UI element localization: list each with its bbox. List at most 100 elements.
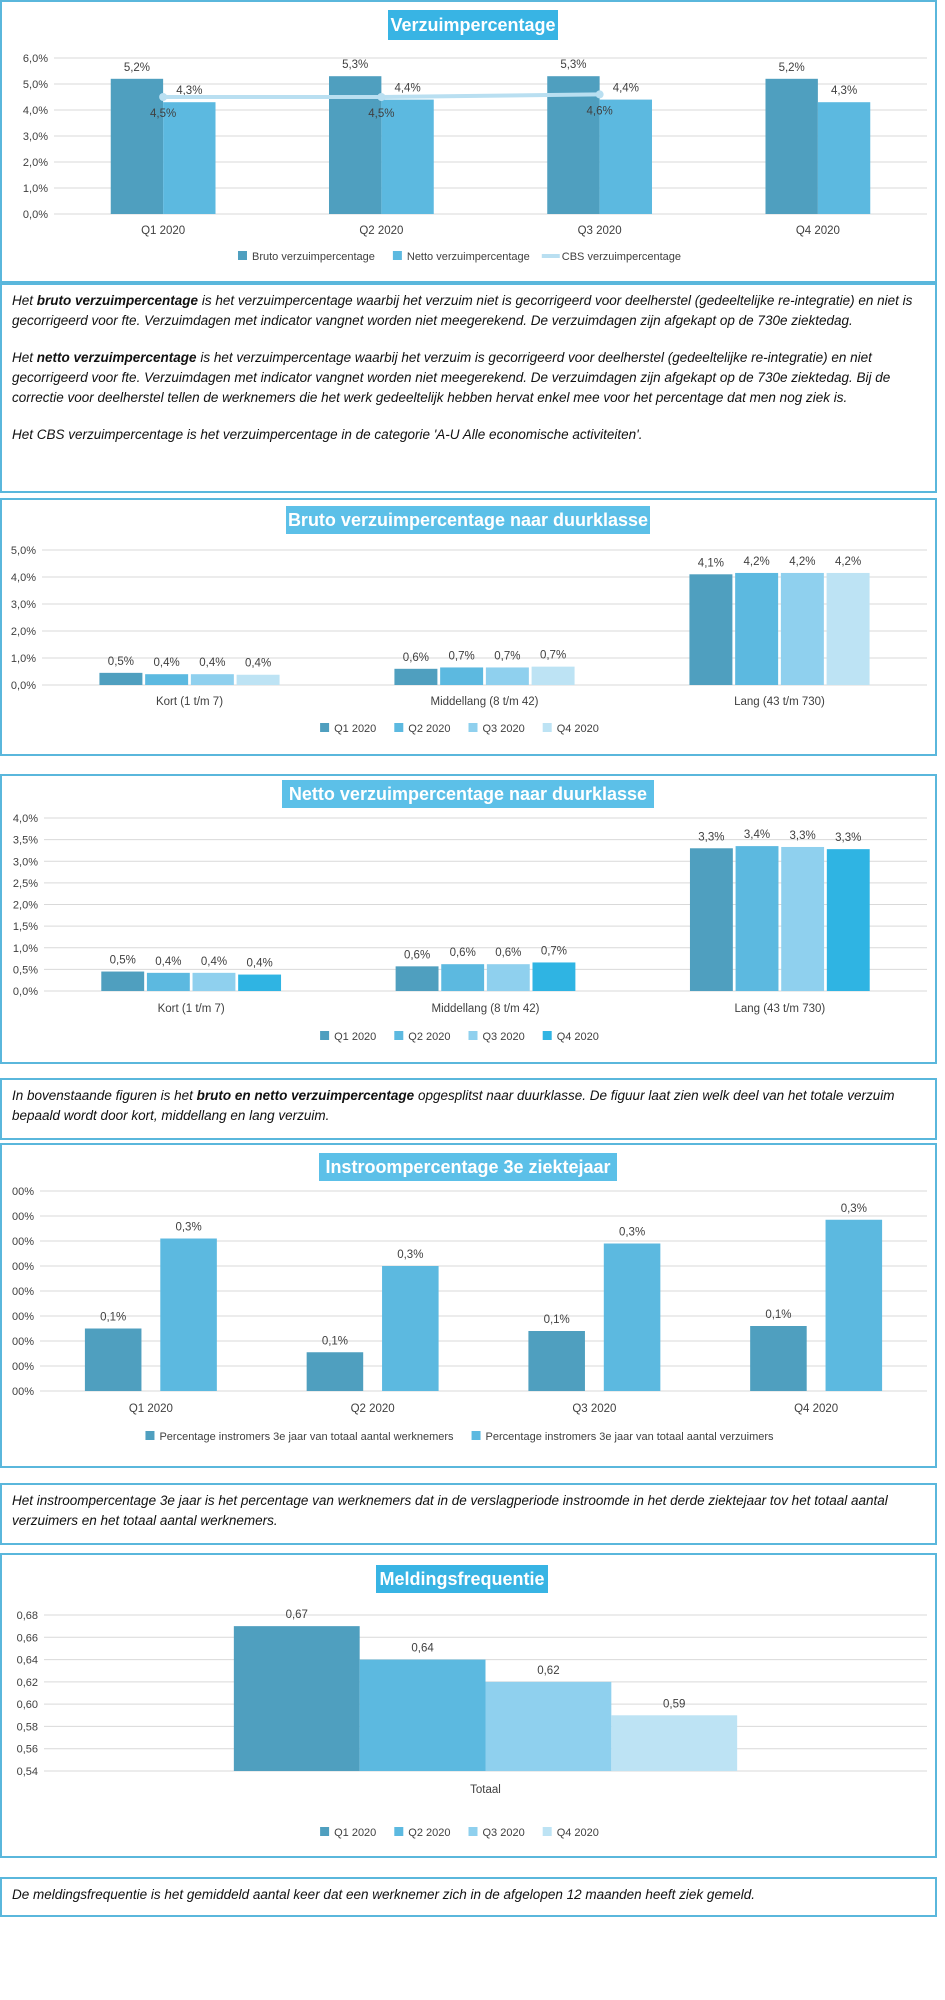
x-category-label: Q2 2020 <box>359 225 403 237</box>
legend-swatch <box>394 1827 404 1836</box>
bar <box>689 848 733 991</box>
chart-instroom: Instroompercentage 3e ziektejaar 00% 00% 00… <box>12 1153 927 1443</box>
data-label: 5,3% <box>342 59 368 71</box>
line-point <box>377 93 386 101</box>
chart-title: Netto verzuimpercentage naar duurklasse <box>289 784 647 804</box>
duurklasse-text-panel: In bovenstaande figuren is het bruto en … <box>0 1078 937 1140</box>
legend-label: Q4 2020 <box>557 1031 599 1043</box>
instroom-text-panel: Het instroompercentage 3e jaar is het pe… <box>0 1483 937 1545</box>
legend-label: Q2 2020 <box>408 1031 450 1043</box>
bar <box>233 1626 360 1771</box>
chart-title: Verzuimpercentage <box>390 15 555 35</box>
legend-label: Q1 2020 <box>334 1827 376 1839</box>
y-tick-label: 5,0% <box>23 79 48 91</box>
data-label: 0,62 <box>537 1665 559 1677</box>
chart-melding: Meldingsfrequentie 0,54 0,56 0,58 0,60 0,62 0,… <box>17 1565 927 1839</box>
chart-panel-melding: Meldingsfrequentie 0,54 0,56 0,58 0,60 0,62 0,… <box>0 1553 937 1858</box>
bar <box>236 674 280 685</box>
x-category-label: Q1 2020 <box>141 225 185 237</box>
chart-title: Bruto verzuimpercentage naar duurklasse <box>288 510 648 530</box>
bar <box>735 572 779 685</box>
y-tick-label: 0,56 <box>17 1744 38 1756</box>
legend-label: Q1 2020 <box>334 1031 376 1043</box>
bar <box>750 1326 807 1391</box>
chart-title: Meldingsfrequentie <box>379 1569 544 1589</box>
data-label: 4,1% <box>698 557 724 569</box>
y-tick-label: 00% <box>12 1286 34 1298</box>
y-tick-label: 4,0% <box>13 813 38 825</box>
bar <box>192 972 236 991</box>
data-label: 0,4% <box>199 657 225 669</box>
bar <box>603 1243 661 1391</box>
chart-title-background <box>286 506 650 534</box>
y-tick-label: 0,62 <box>17 1677 38 1689</box>
data-label: 0,5% <box>110 955 136 967</box>
chart-title-background <box>388 10 558 40</box>
data-label: 0,4% <box>155 956 181 968</box>
data-label: 0,1% <box>765 1309 791 1321</box>
y-tick-label: 00% <box>12 1311 34 1323</box>
chart-panel-instroom: Instroompercentage 3e ziektejaar 00% 00% 00… <box>0 1143 937 1468</box>
y-tick-label: 00% <box>12 1361 34 1373</box>
definition-bruto: Het bruto verzuimpercentage is het verzu… <box>12 293 913 328</box>
instroom-text: Het instroompercentage 3e jaar is het pe… <box>12 1493 888 1528</box>
data-label: 0,7% <box>540 650 566 662</box>
bar <box>328 76 382 214</box>
legend-label: Q3 2020 <box>483 1031 525 1043</box>
data-label: 4,5% <box>368 108 394 120</box>
bar <box>765 78 818 214</box>
bar <box>817 102 871 214</box>
bar <box>781 846 825 991</box>
line-point <box>595 90 604 99</box>
data-label: 4,2% <box>789 556 815 568</box>
y-tick-label: 1,5% <box>13 921 38 933</box>
bar <box>359 1659 486 1771</box>
data-label: 0,6% <box>450 947 476 959</box>
y-tick-label: 3,0% <box>23 131 48 143</box>
legend-swatch <box>468 1827 478 1836</box>
x-category-label: Q2 2020 <box>351 1403 395 1415</box>
legend-swatch <box>392 251 402 260</box>
bar <box>485 667 529 685</box>
legend-label: Percentage instromers 3e jaar van totaal… <box>159 1431 454 1443</box>
data-label: 4,4% <box>613 83 639 95</box>
legend-swatch <box>542 723 552 732</box>
bar <box>826 572 870 685</box>
y-tick-label: 6,0% <box>23 53 48 65</box>
chart-panel-bruto-duur: Bruto verzuimpercentage naar duurklasse 0… <box>0 498 937 756</box>
y-tick-label: 1,0% <box>13 943 38 955</box>
bar <box>163 102 216 214</box>
chart-title: Instroompercentage 3e ziektejaar <box>325 1157 610 1177</box>
data-label: 0,1% <box>322 1335 348 1347</box>
y-tick-label: 0,0% <box>23 209 48 221</box>
data-label: 4,2% <box>744 556 770 568</box>
chart-title-background <box>319 1153 617 1181</box>
data-label: 3,3% <box>698 831 724 843</box>
y-tick-label: 0,0% <box>13 986 38 998</box>
data-label: 0,64 <box>411 1643 434 1655</box>
data-label: 4,6% <box>587 105 613 117</box>
x-category-label: Q1 2020 <box>129 1403 173 1415</box>
bar <box>381 99 434 214</box>
legend-swatch <box>468 1031 478 1040</box>
legend-label: Q4 2020 <box>557 723 599 735</box>
data-label: 0,7% <box>449 650 475 662</box>
bar <box>825 1219 883 1391</box>
y-tick-label: 00% <box>12 1186 34 1198</box>
data-label: 4,2% <box>835 556 861 568</box>
data-label: 3,3% <box>790 830 816 842</box>
data-label: 0,59 <box>663 1698 685 1710</box>
legend-label: Bruto verzuimpercentage <box>252 251 375 263</box>
legend-swatch <box>468 723 478 732</box>
y-tick-label: 4,0% <box>11 572 36 584</box>
data-label: 3,4% <box>744 829 770 841</box>
definitions-panel: Het bruto verzuimpercentage is het verzu… <box>0 283 937 493</box>
chart-title-background <box>376 1565 548 1593</box>
bar <box>84 1328 142 1391</box>
bar <box>382 1266 439 1391</box>
y-tick-label: 5,0% <box>11 545 36 557</box>
bar <box>547 76 600 214</box>
bar <box>486 964 530 991</box>
bar <box>306 1352 364 1391</box>
data-label: 0,3% <box>397 1249 423 1261</box>
